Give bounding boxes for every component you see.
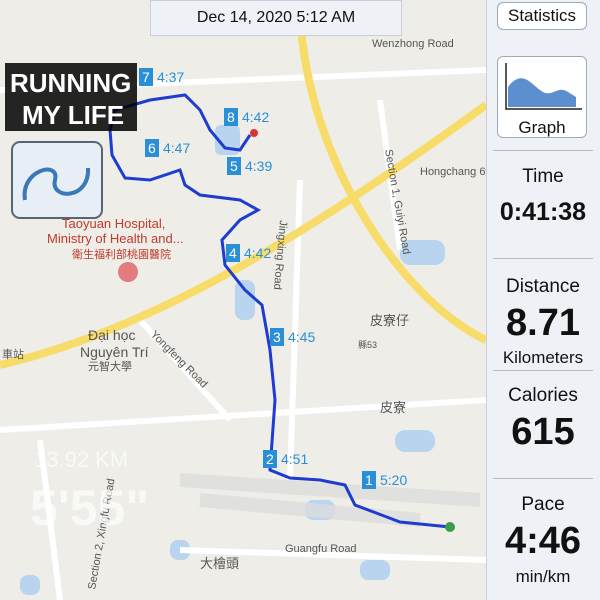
map-label: Đại học — [88, 327, 135, 343]
logo-text: MY LIFE — [22, 100, 124, 130]
map-label: Ministry of Health and... — [47, 231, 184, 246]
split-number: 2 — [266, 451, 274, 467]
map-label: Nguyên Trí — [80, 344, 149, 360]
sidebar: Statistics Graph Time 0:41:38 Distance 8… — [486, 0, 600, 600]
map-label: 元智大學 — [88, 359, 132, 373]
map-label: 縣53 — [358, 340, 377, 350]
pace-unit: min/km — [515, 567, 571, 586]
distance-unit: Kilometers — [502, 348, 584, 367]
split-pace: 5:20 — [380, 472, 407, 488]
split-number: 8 — [227, 109, 235, 125]
split-number: 4 — [229, 245, 237, 261]
split-pace: 4:42 — [242, 109, 269, 125]
split-number: 6 — [148, 140, 156, 156]
split-pace: 4:37 — [157, 69, 184, 85]
distance-value: 8.71 — [506, 302, 580, 344]
split-number: 1 — [365, 472, 373, 488]
map: Wenzhong Road Hongchang 6th Section 1, G… — [0, 0, 486, 600]
date-header: Dec 14, 2020 5:12 AM — [150, 0, 402, 36]
map-label: 皮寮仔 — [370, 313, 409, 328]
time-value: 0:41:38 — [499, 198, 587, 226]
graph-button[interactable]: Graph — [497, 56, 587, 138]
pace-value: 4:46 — [504, 520, 582, 562]
split-number: 5 — [230, 158, 238, 174]
split-pace: 4:51 — [281, 451, 308, 467]
calories-label: Calories — [508, 385, 578, 406]
map-label: Wenzhong Road — [372, 38, 454, 50]
calories-value: 615 — [511, 411, 575, 453]
overlay-distance: 13.92 KM — [34, 447, 128, 472]
map-label: Taoyuan Hospital, — [62, 216, 165, 231]
split-pace: 4:47 — [163, 140, 190, 156]
graph-label: Graph — [518, 118, 566, 137]
time-label: Time — [522, 166, 564, 187]
route — [108, 93, 451, 529]
logo-text: RUNNING — [10, 68, 131, 98]
end-marker — [250, 129, 258, 137]
distance-label: Distance — [506, 276, 580, 297]
split-pace: 4:45 — [288, 329, 315, 345]
statistics-button[interactable]: Statistics — [497, 2, 587, 30]
map-label: 皮寮 — [380, 400, 406, 415]
map-label: Guangfu Road — [285, 543, 357, 555]
map-label: 衛生福利部桃園醫院 — [72, 247, 171, 261]
overlay-pace: 5'55" — [30, 480, 149, 536]
split-number: 3 — [273, 329, 281, 345]
split-number: 7 — [142, 69, 150, 85]
pace-label: Pace — [521, 494, 565, 515]
graph-icon — [505, 63, 582, 110]
map-label: 大檜頭 — [200, 556, 239, 571]
map-label: 車站 — [2, 347, 24, 361]
map-label: Hongchang 6th — [420, 166, 486, 178]
split-pace: 4:39 — [245, 158, 272, 174]
split-pace: 4:42 — [244, 245, 271, 261]
start-marker — [445, 522, 455, 532]
